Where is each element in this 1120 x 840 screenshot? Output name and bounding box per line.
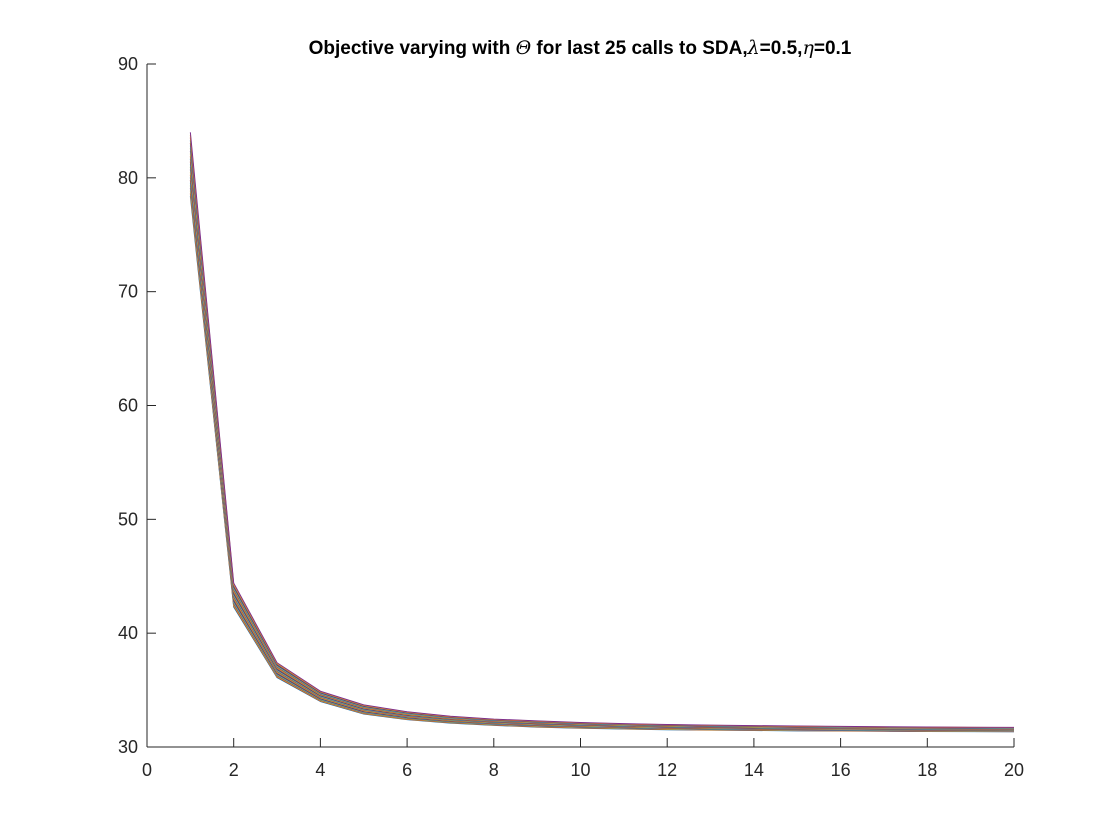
y-tick-label: 90: [118, 54, 138, 74]
x-tick-label: 14: [744, 760, 764, 780]
axes: 0 2 4 6 8 10 12 14 16 18 20 30 40 50 60 70 80 90: [118, 54, 1024, 780]
x-tick-label: 18: [917, 760, 937, 780]
title-theta-symbol: Θ: [516, 37, 532, 59]
series-line-25: [189, 132, 1015, 728]
series-line-18: [189, 150, 1015, 730]
x-tick-label: 12: [657, 760, 677, 780]
series-line-21: [189, 142, 1015, 729]
title-eta-symbol: η: [802, 37, 814, 59]
series-line-15: [189, 158, 1015, 730]
series-line-20: [189, 145, 1015, 729]
x-tick-label: 20: [1004, 760, 1024, 780]
series-line-1: [189, 195, 1015, 733]
series-line-17: [189, 153, 1015, 730]
series-line-12: [189, 166, 1015, 731]
title-middle: for last 25 calls to SDA,: [531, 38, 747, 59]
title-prefix: Objective varying with: [309, 38, 516, 59]
x-tick-label: 4: [315, 760, 325, 780]
series-line-2: [189, 193, 1015, 733]
series-line-13: [189, 164, 1015, 731]
series-line-22: [189, 140, 1015, 729]
series-line-16: [189, 156, 1015, 730]
series-line-11: [189, 169, 1015, 731]
x-tick-label: 16: [831, 760, 851, 780]
series-line-3: [189, 190, 1015, 732]
series-line-23: [189, 137, 1015, 729]
y-tick-label: 40: [118, 623, 138, 643]
x-tick-label: 6: [402, 760, 412, 780]
y-tick-label: 50: [118, 509, 138, 529]
series-line-4: [189, 188, 1015, 732]
chart-title: Objective varying with Θ for last 25 cal…: [309, 37, 852, 59]
series-line-8: [189, 177, 1015, 731]
y-tick-label: 80: [118, 168, 138, 188]
x-tick-label: 2: [229, 760, 239, 780]
series-line-6: [189, 182, 1015, 732]
y-tick-label: 60: [118, 396, 138, 416]
series-line-19: [189, 148, 1015, 729]
title-lambda-symbol: λ: [747, 37, 760, 59]
y-tick-label: 70: [118, 282, 138, 302]
series-group: [189, 132, 1015, 733]
title-eta-value: =0.1: [814, 38, 852, 59]
y-tick-label: 30: [118, 737, 138, 757]
series-line-10: [189, 172, 1015, 731]
series-line-9: [189, 174, 1015, 731]
series-line-14: [189, 161, 1015, 730]
x-tick-label: 8: [489, 760, 499, 780]
x-tick-label: 10: [570, 760, 590, 780]
x-tick-label: 0: [142, 760, 152, 780]
series-line-5: [189, 185, 1015, 732]
series-line-24: [189, 134, 1015, 729]
series-line-7: [189, 180, 1015, 732]
title-lambda-value: =0.5,: [760, 38, 803, 59]
